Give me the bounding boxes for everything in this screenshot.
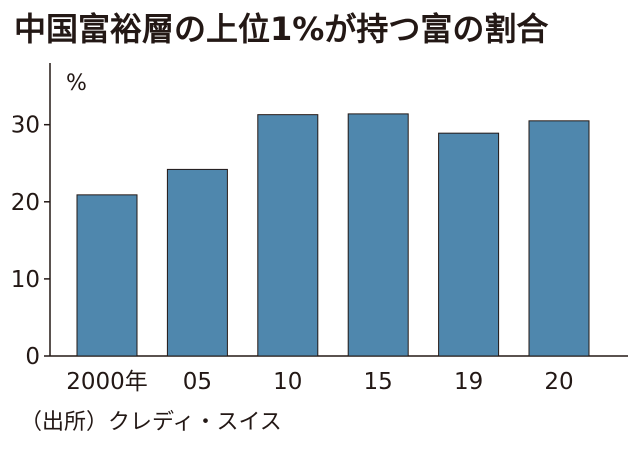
x-tick-label: 20 — [544, 369, 573, 395]
bar — [257, 114, 319, 357]
y-tick-label: 20 — [11, 190, 40, 216]
x-tick-label: 10 — [273, 369, 302, 395]
bar — [438, 132, 500, 357]
y-tick-label: 10 — [11, 267, 40, 293]
x-tick-label: 19 — [454, 369, 483, 395]
bar — [166, 168, 228, 357]
label-layer: 0 10 20 30% 2000年 05 10 15 19 20 — [11, 71, 574, 395]
y-axis-unit-label: % — [66, 71, 87, 96]
x-tick-label: 05 — [183, 369, 212, 395]
x-tick-label: 2000年 — [66, 369, 148, 395]
bar — [76, 194, 138, 357]
source-note: （出所）クレディ・スイス — [20, 410, 282, 435]
bar — [347, 113, 409, 357]
x-tick-label: 15 — [364, 369, 393, 395]
y-tick-label: 0 — [25, 344, 40, 370]
bar — [528, 120, 590, 357]
y-tick-label: 30 — [11, 113, 40, 139]
bar-layer — [76, 113, 590, 357]
chart-title: 中国富裕層の上位1%が持つ富の割合 — [14, 10, 549, 48]
